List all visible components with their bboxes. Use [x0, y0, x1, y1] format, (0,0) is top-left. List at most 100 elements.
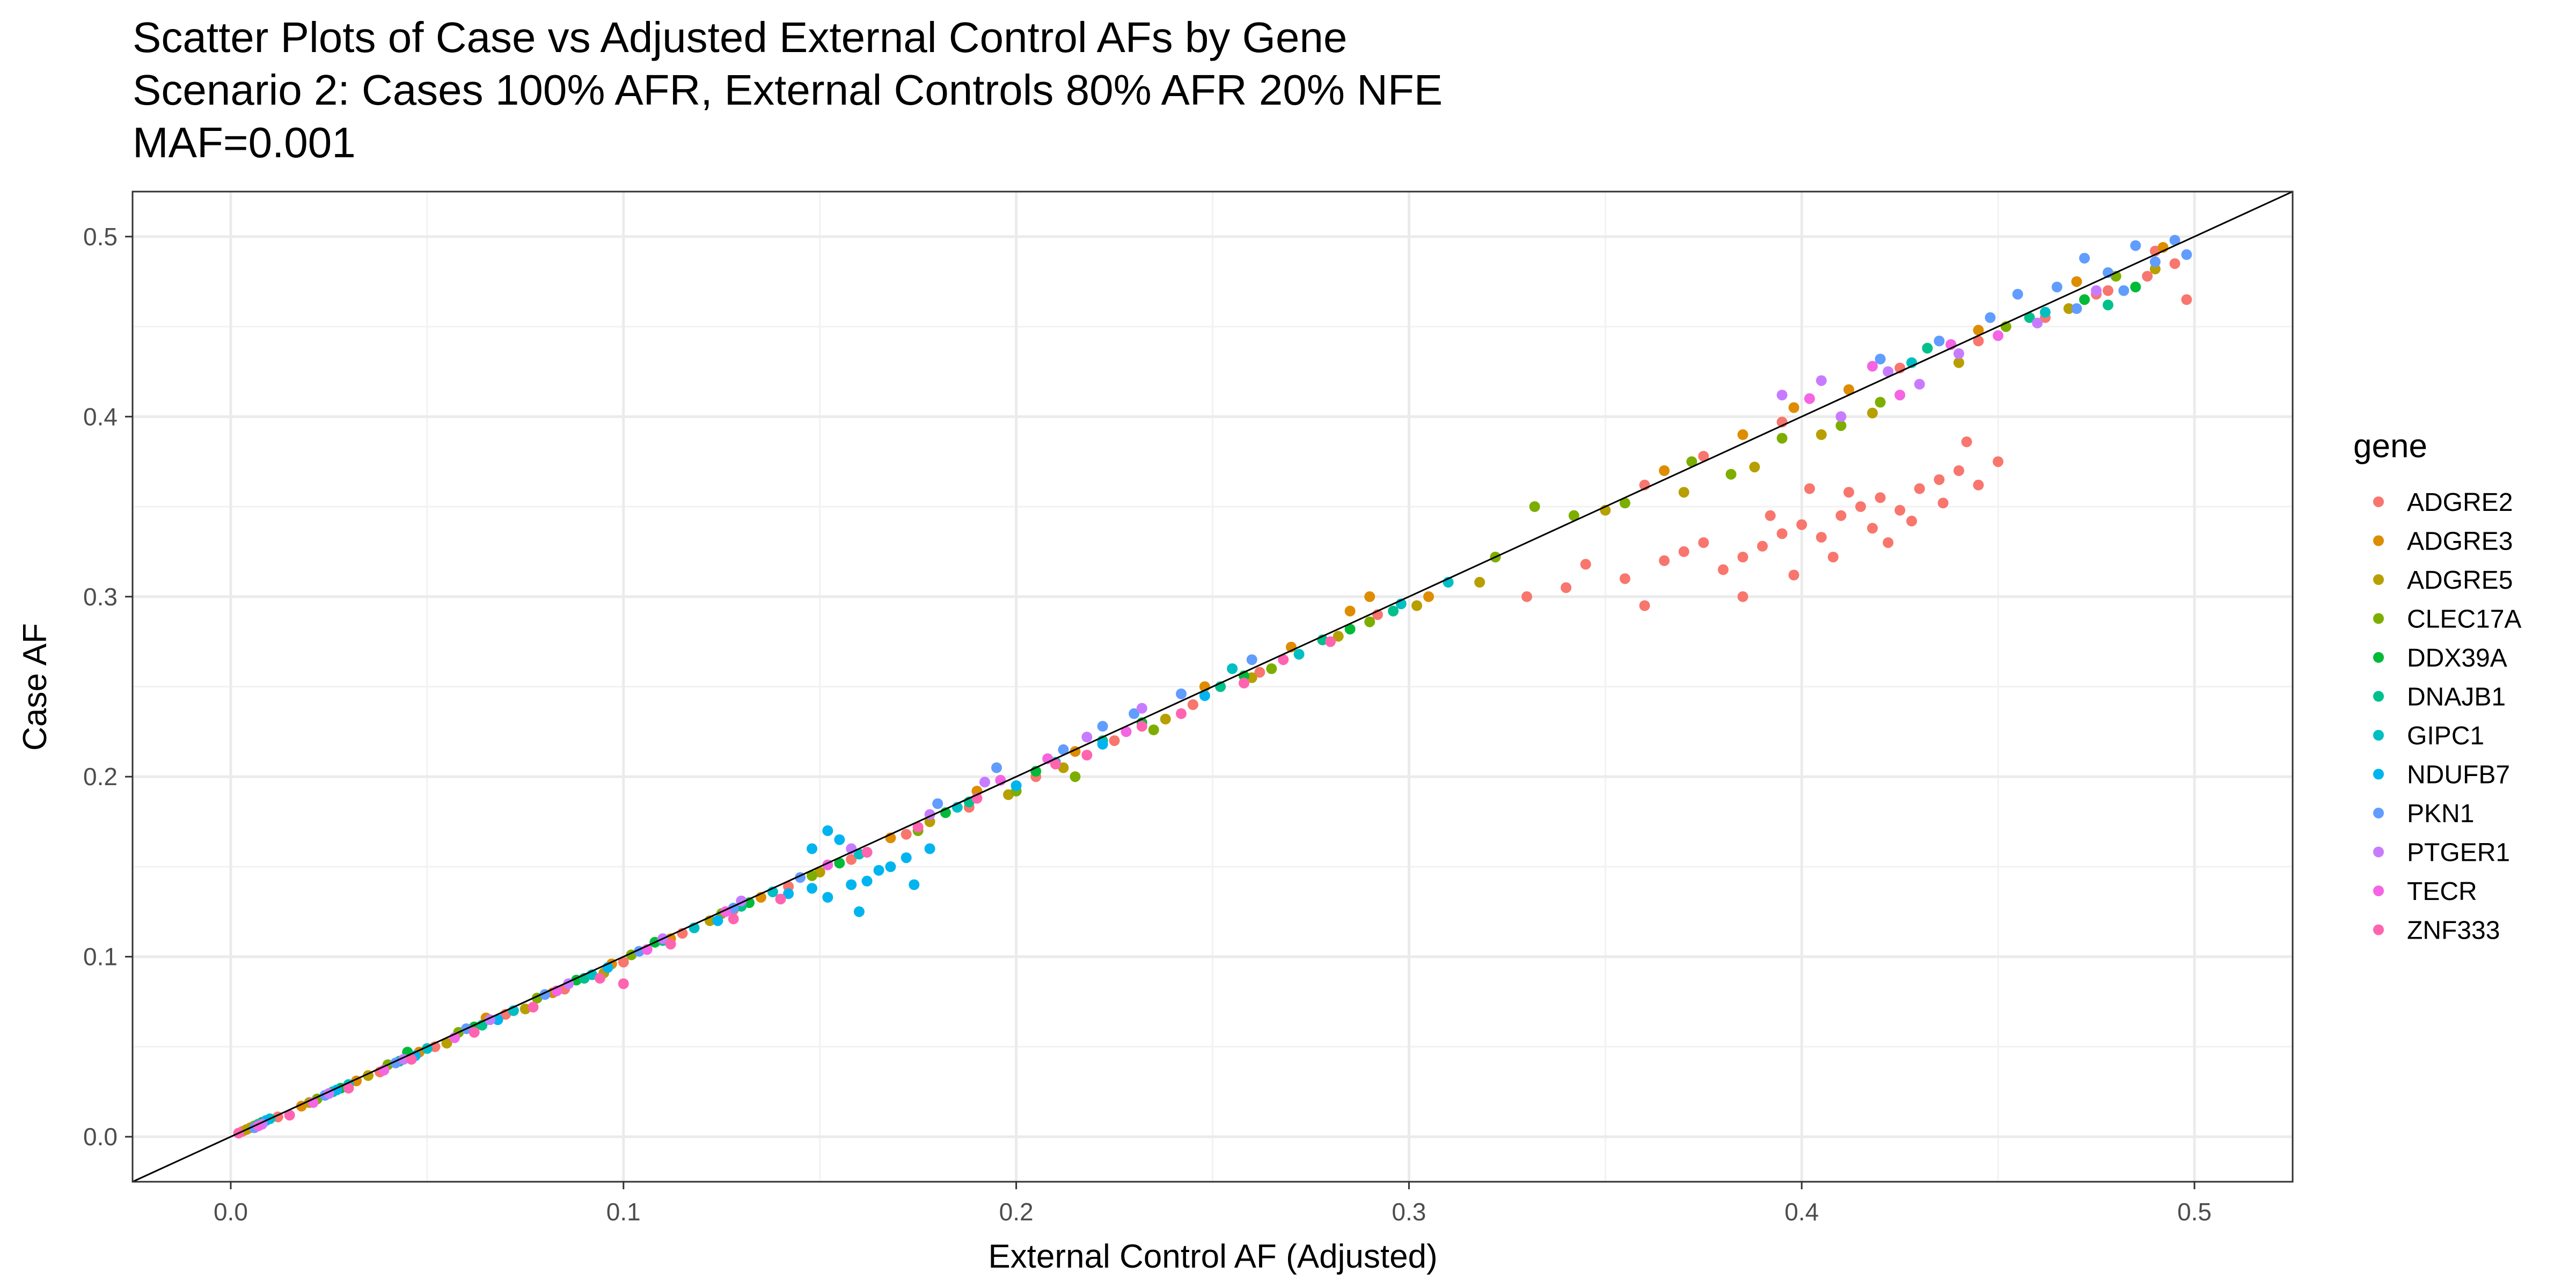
data-point [1364, 591, 1375, 602]
data-point [2130, 281, 2141, 292]
data-point [1804, 483, 1815, 494]
data-point [1867, 523, 1878, 534]
legend-label: GIPC1 [2407, 722, 2484, 750]
legend-label: PKN1 [2407, 800, 2474, 828]
data-point [1953, 465, 1964, 476]
y-axis-ticks: 0.0 0.1 0.2 0.3 0.4 0.5 [83, 223, 133, 1151]
data-point [1050, 758, 1061, 770]
data-point [712, 915, 723, 926]
series-znf333 [233, 636, 1336, 1139]
x-axis-title: External Control AF (Adjusted) [988, 1238, 1437, 1275]
legend-swatch [2373, 574, 2384, 585]
data-point [2181, 249, 2192, 260]
data-point [1953, 357, 1964, 368]
x-tick-label: 0.1 [606, 1198, 641, 1226]
data-point [2040, 306, 2051, 318]
series-pkn1 [248, 235, 2192, 1133]
data-point [1776, 433, 1788, 444]
legend-item-ndufb7: NDUFB7 [2373, 761, 2510, 789]
data-point [1266, 663, 1277, 674]
data-point [343, 1082, 354, 1094]
data-point [1855, 501, 1866, 512]
data-point [1011, 780, 1022, 791]
data-point [1749, 462, 1760, 473]
data-point [1875, 397, 1886, 408]
legend-swatch [2373, 535, 2384, 546]
data-point [1894, 390, 1906, 401]
data-point [1934, 335, 1945, 347]
y-axis-title: Case AF [17, 623, 54, 751]
data-point [1129, 708, 1140, 719]
data-point [1906, 515, 1918, 526]
data-point [1239, 677, 1249, 689]
data-point [528, 1001, 539, 1013]
data-point [1474, 576, 1485, 588]
data-point [1160, 713, 1171, 724]
data-point [1737, 591, 1748, 602]
data-point [728, 913, 739, 925]
data-point [1058, 744, 1069, 755]
y-tick-label: 0.3 [83, 583, 118, 611]
data-point [2142, 270, 2153, 282]
data-point [2071, 276, 2082, 287]
data-point [1717, 564, 1729, 575]
data-point [1529, 501, 1540, 512]
legend-label: ZNF333 [2407, 917, 2500, 945]
grid-major [133, 192, 2293, 1182]
legend-swatch [2373, 769, 2384, 780]
data-point [1568, 510, 1579, 521]
reference-line-layer [133, 192, 2293, 1182]
legend-label: PTGER1 [2407, 839, 2510, 867]
y-tick-label: 0.2 [83, 763, 118, 791]
legend-item-znf333: ZNF333 [2373, 917, 2500, 945]
data-point [807, 843, 817, 854]
data-point [1176, 708, 1187, 719]
data-point [1246, 654, 1257, 665]
data-point [1187, 699, 1198, 710]
data-point [1070, 771, 1081, 782]
data-point [594, 972, 605, 984]
data-point [1883, 366, 1894, 377]
data-point [2071, 303, 2082, 314]
data-point [1757, 540, 1768, 552]
data-point [1619, 497, 1630, 509]
data-point [2169, 235, 2180, 246]
data-point [932, 798, 943, 809]
data-point [861, 875, 873, 887]
data-point [1804, 393, 1815, 404]
data-point [2079, 294, 2090, 305]
x-tick-label: 0.2 [999, 1198, 1034, 1226]
data-point [1136, 702, 1147, 714]
legend-swatch [2373, 652, 2384, 663]
data-point [1796, 519, 1807, 530]
data-point [1081, 750, 1093, 760]
data-point [2181, 294, 2192, 305]
data-point [846, 879, 857, 890]
legend-swatch [2373, 846, 2384, 858]
legend-label: CLEC17A [2407, 605, 2521, 634]
data-point [1843, 487, 1854, 498]
legend-label: ADGRE2 [2407, 488, 2513, 517]
data-point [822, 892, 833, 903]
data-point [1867, 361, 1878, 372]
data-point [1388, 605, 1399, 617]
y-tick-label: 0.4 [83, 402, 118, 430]
data-point [901, 829, 912, 840]
data-point [1561, 582, 1572, 593]
data-point [1835, 510, 1847, 521]
legend-swatch [2373, 613, 2384, 624]
legend-swatch [2373, 808, 2384, 818]
x-tick-label: 0.4 [1784, 1198, 1819, 1226]
data-point [834, 858, 845, 869]
data-point [1883, 537, 1894, 548]
legend-label: ADGRE5 [2407, 566, 2513, 595]
data-point [1788, 569, 1799, 581]
data-point [909, 879, 920, 890]
data-point [1922, 342, 1933, 354]
plot-panel-border [131, 191, 2294, 1183]
data-point [2103, 285, 2113, 296]
data-point [1148, 724, 1159, 735]
data-point [1776, 390, 1788, 401]
data-point [2091, 285, 2102, 296]
data-point [1176, 688, 1187, 699]
